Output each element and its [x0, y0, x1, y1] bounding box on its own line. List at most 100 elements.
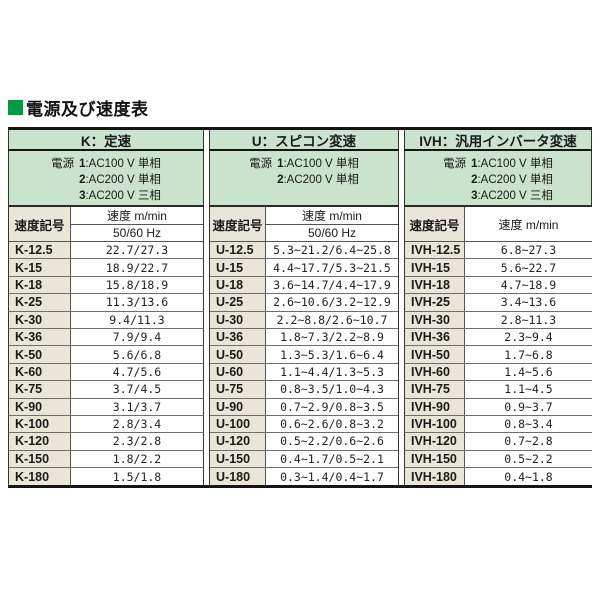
table-row: U-18 3.6~14.7/4.4~17.9 — [209, 276, 399, 295]
code-column-header: 速度記号 — [210, 207, 266, 241]
speed-header-line: 速度 m/min — [301, 209, 362, 223]
speed-value-cell: 4.7/5.6 — [71, 363, 203, 381]
speed-code-cell: K-100 — [9, 415, 71, 433]
subtable-u-header: U：スピコン変速 — [209, 130, 399, 151]
speed-value-cell: 1.1~4.4/1.3~5.3 — [266, 363, 398, 381]
power-option-line: 2:AC200 V 単相 — [277, 174, 359, 186]
speed-value-cell: 1.5/1.8 — [71, 468, 203, 486]
speed-code-cell: IVH-36 — [405, 328, 465, 346]
subtable-ivh-power-cell: 電源 1:AC100 V 単相 2:AC200 V 単相 3:AC200 V 三相 — [404, 151, 592, 207]
speed-value-cell: 1.7~6.8 — [465, 346, 592, 363]
subtable-k-header: K：定速 — [8, 130, 204, 151]
speed-value-cell: 2.2~8.8/2.6~10.7 — [266, 311, 398, 328]
speed-value-cell: 1.4~5.6 — [465, 363, 592, 381]
table-row: IVH-12.5 6.8~27.3 — [404, 242, 592, 260]
power-option-line: 1:AC100 V 単相 — [79, 158, 161, 170]
speed-value-cell: 2.6~10.6/3.2~12.9 — [266, 294, 398, 311]
speed-code-cell: IVH-180 — [405, 468, 465, 486]
subtables-row: K：定速 電源 1:AC100 V 単相 2:AC200 V 単相 3:AC200 … — [8, 130, 592, 486]
table-top-rule — [8, 127, 592, 130]
section-title-text: 電源及び速度表 — [26, 100, 149, 119]
speed-code-cell: IVH-100 — [405, 415, 465, 433]
subtable-ivh: IVH：汎用インバータ変速 電源 1:AC100 V 単相 2:AC200 V 単… — [404, 130, 592, 486]
speed-value-cell: 1.1~4.5 — [465, 381, 592, 398]
speed-code-cell: K-75 — [9, 381, 71, 398]
subtable-u-body: U-12.5 5.3~21.2/6.4~25.8 U-15 4.4~17.7/5.3~… — [209, 242, 399, 486]
speed-code-cell: K-90 — [9, 398, 71, 415]
table-row: K-150 1.8/2.2 — [8, 450, 204, 469]
table-row: IVH-75 1.1~4.5 — [404, 381, 592, 399]
speed-code-cell: K-50 — [9, 346, 71, 363]
speed-code-cell: U-75 — [210, 381, 266, 398]
table-row: U-25 2.6~10.6/3.2~12.9 — [209, 294, 399, 312]
table-row: IVH-120 0.7~2.8 — [404, 433, 592, 451]
speed-value-cell: 0.8~3.4 — [465, 415, 592, 433]
table-row: IVH-100 0.8~3.4 — [404, 415, 592, 434]
speed-code-cell: K-15 — [9, 259, 71, 276]
table-row: U-15 4.4~17.7/5.3~21.5 — [209, 259, 399, 277]
speed-value-cell: 18.9/22.7 — [71, 259, 203, 276]
speed-code-cell: U-30 — [210, 311, 266, 328]
subtable-u-power-cell: 電源 1:AC100 V 単相 2:AC200 V 単相 — [209, 151, 399, 207]
power-option-line: 1:AC100 V 単相 — [471, 158, 553, 170]
power-label: 電源 — [249, 158, 273, 170]
speed-value-cell: 1.8~7.3/2.2~8.9 — [266, 328, 398, 346]
speed-code-cell: U-36 — [210, 328, 266, 346]
power-options: 1:AC100 V 単相 2:AC200 V 単相 — [277, 156, 359, 205]
power-options: 1:AC100 V 単相 2:AC200 V 単相 3:AC200 V 三相 — [471, 156, 553, 205]
speed-value-cell: 0.4~1.8 — [465, 468, 592, 486]
table-row: U-36 1.8~7.3/2.2~8.9 — [209, 328, 399, 347]
speed-column-header: 速度 m/min — [465, 207, 592, 241]
table-row: IVH-25 3.4~13.6 — [404, 294, 592, 312]
speed-value-cell: 6.8~27.3 — [465, 242, 592, 259]
speed-code-cell: U-50 — [210, 346, 266, 363]
speed-header-line: 50/60 Hz — [266, 224, 398, 241]
subtable-ivh-column-header: 速度記号 速度 m/min — [404, 207, 592, 242]
speed-code-cell: U-180 — [210, 468, 266, 486]
section-title: 電源及び速度表 — [8, 95, 149, 120]
table-row: K-90 3.1/3.7 — [8, 398, 204, 416]
speed-value-cell: 2.3~9.4 — [465, 328, 592, 346]
code-column-header: 速度記号 — [9, 207, 71, 241]
speed-value-cell: 3.6~14.7/4.4~17.9 — [266, 276, 398, 294]
table-row: K-36 7.9/9.4 — [8, 328, 204, 347]
speed-value-cell: 0.5~2.2/0.6~2.6 — [266, 433, 398, 450]
speed-table: K：定速 電源 1:AC100 V 単相 2:AC200 V 単相 3:AC200 … — [8, 127, 592, 489]
power-label: 電源 — [443, 158, 467, 170]
speed-code-cell: U-15 — [210, 259, 266, 276]
table-row: K-12.5 22.7/27.3 — [8, 242, 204, 260]
subtable-k: K：定速 電源 1:AC100 V 単相 2:AC200 V 単相 3:AC200 … — [8, 130, 204, 486]
table-row: IVH-30 2.8~11.3 — [404, 311, 592, 329]
speed-code-cell: U-18 — [210, 276, 266, 294]
green-square-icon — [8, 100, 23, 115]
table-row: IVH-50 1.7~6.8 — [404, 346, 592, 364]
speed-code-cell: U-12.5 — [210, 242, 266, 259]
table-row: K-15 18.9/22.7 — [8, 259, 204, 277]
subtable-ivh-header: IVH：汎用インバータ変速 — [404, 130, 592, 151]
speed-code-cell: IVH-120 — [405, 433, 465, 450]
speed-code-cell: U-60 — [210, 363, 266, 381]
table-row: K-50 5.6/6.8 — [8, 346, 204, 364]
speed-code-cell: K-60 — [9, 363, 71, 381]
speed-column-header: 速度 m/min 50/60 Hz — [266, 207, 398, 241]
speed-code-cell: K-120 — [9, 433, 71, 450]
power-option-line: 1:AC100 V 単相 — [277, 158, 359, 170]
table-row: K-18 15.8/18.9 — [8, 276, 204, 295]
speed-code-cell: K-150 — [9, 450, 71, 468]
power-label: 電源 — [51, 158, 75, 170]
speed-code-cell: U-120 — [210, 433, 266, 450]
speed-code-cell: IVH-18 — [405, 276, 465, 294]
subtable-ivh-body: IVH-12.5 6.8~27.3 IVH-15 5.6~22.7 IVH-18 4.7~… — [404, 242, 592, 486]
speed-code-cell: U-25 — [210, 294, 266, 311]
speed-code-cell: IVH-60 — [405, 363, 465, 381]
table-row: U-60 1.1~4.4/1.3~5.3 — [209, 363, 399, 382]
speed-code-cell: U-90 — [210, 398, 266, 415]
table-row: IVH-36 2.3~9.4 — [404, 328, 592, 347]
speed-header-line: 速度 m/min — [498, 217, 559, 232]
speed-code-cell: U-100 — [210, 415, 266, 433]
speed-value-cell: 1.3~5.3/1.6~6.4 — [266, 346, 398, 363]
speed-value-cell: 0.9~3.7 — [465, 398, 592, 415]
speed-value-cell: 2.8~11.3 — [465, 311, 592, 328]
speed-value-cell: 7.9/9.4 — [71, 328, 203, 346]
table-row: U-180 0.3~1.4/0.4~1.7 — [209, 468, 399, 486]
